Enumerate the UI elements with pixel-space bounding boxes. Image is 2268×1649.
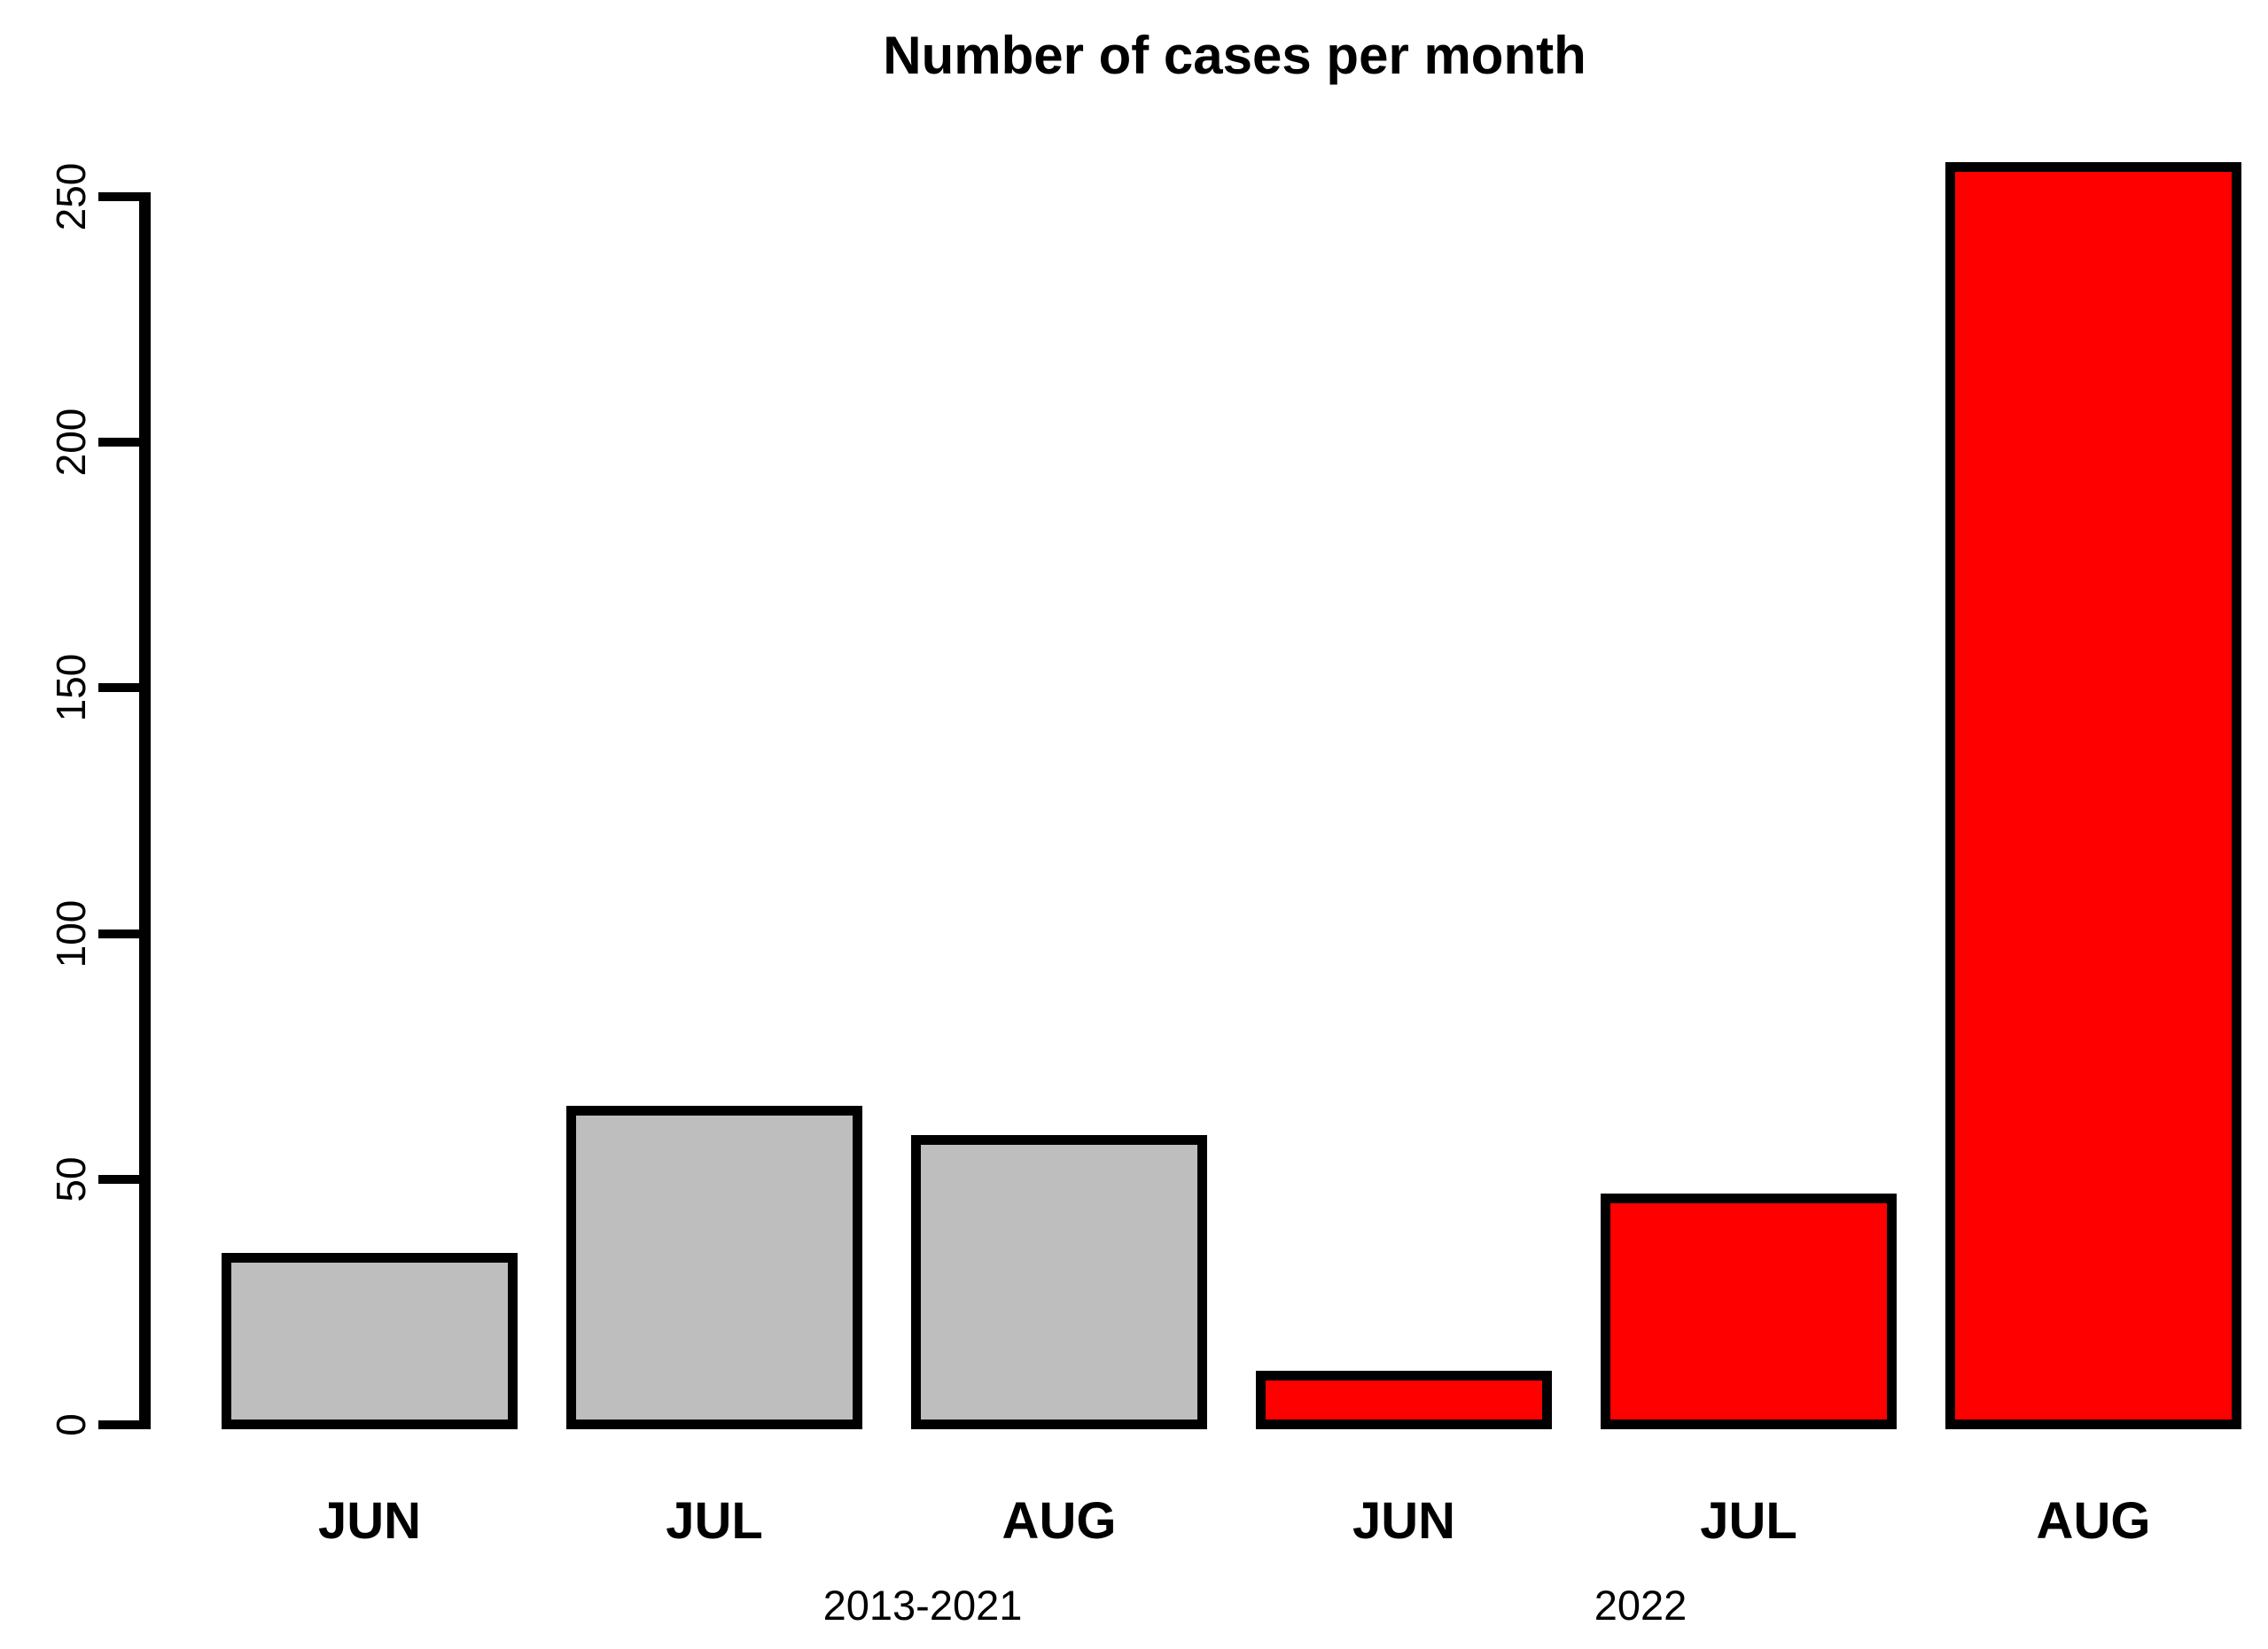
chart-title: Number of cases per month <box>883 26 1586 85</box>
x-tick-label-jul: JUL <box>1700 1492 1797 1550</box>
y-axis-tick <box>97 1174 139 1184</box>
y-tick-label-text: 150 <box>48 654 94 722</box>
y-tick-label-text: 200 <box>48 408 94 477</box>
y-axis-tick <box>97 192 139 201</box>
bar-2013-2021-aug <box>911 1134 1207 1430</box>
x-tick-label-aug: AUG <box>1002 1492 1117 1550</box>
y-axis-tick <box>97 1420 139 1429</box>
x-tick-label-aug: AUG <box>2036 1492 2151 1550</box>
group-label-2013-2021: 2013-2021 <box>822 1582 1023 1629</box>
x-tick-label-jul: JUL <box>666 1492 763 1550</box>
bar-2022-aug <box>1945 162 2241 1430</box>
y-axis-line <box>138 192 151 1429</box>
bar-2013-2021-jun <box>222 1253 518 1430</box>
y-tick-label-text: 100 <box>48 899 94 968</box>
x-tick-label-jun: JUN <box>317 1492 422 1550</box>
group-label-2022: 2022 <box>1594 1582 1687 1629</box>
y-tick-label-text: 0 <box>48 1413 94 1436</box>
bar-2013-2021-jul <box>566 1105 862 1430</box>
y-axis-tick <box>97 929 139 938</box>
y-tick-label-text: 50 <box>48 1156 94 1202</box>
bar-2022-jun <box>1256 1371 1552 1430</box>
y-tick-label-text: 250 <box>48 162 94 231</box>
x-tick-label-jun: JUN <box>1352 1492 1456 1550</box>
y-axis-tick <box>97 683 139 693</box>
bar-2022-jul <box>1601 1194 1897 1430</box>
y-axis-tick <box>97 438 139 447</box>
